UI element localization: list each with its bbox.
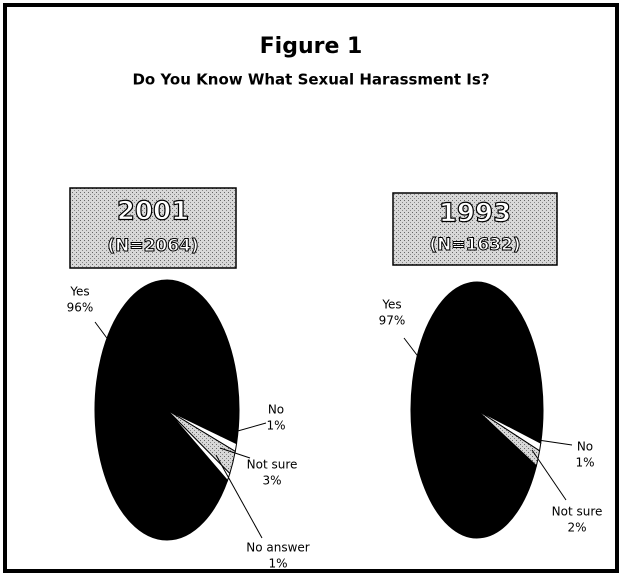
slice-category: Yes bbox=[69, 285, 89, 299]
pie-subtitle: (N=1632) bbox=[429, 235, 520, 255]
slice-value-label: 1% bbox=[266, 419, 285, 433]
leader-line bbox=[219, 447, 251, 459]
leader-line bbox=[215, 454, 263, 539]
leader-line bbox=[219, 422, 267, 437]
leader-line bbox=[531, 449, 567, 501]
slice-category: Not sure bbox=[247, 458, 298, 472]
leader-line bbox=[403, 337, 437, 381]
figure-subtitle: Do You Know What Sexual Harassment Is? bbox=[132, 71, 489, 89]
slice-category: No answer bbox=[246, 541, 310, 555]
slice-value-label: 96% bbox=[67, 301, 94, 315]
year-box bbox=[392, 192, 558, 266]
slice-category: No bbox=[577, 440, 593, 454]
slice-category: Yes bbox=[381, 298, 401, 312]
figure-title: Figure 1 bbox=[260, 34, 363, 59]
slice-category: Not sure bbox=[552, 505, 603, 519]
pie-title: 2001 bbox=[117, 197, 189, 227]
leader-line bbox=[94, 321, 133, 373]
slice-value-label: 1% bbox=[575, 456, 594, 470]
slice-value-label: 97% bbox=[379, 314, 406, 328]
pie-title: 1993 bbox=[439, 199, 511, 229]
year-box bbox=[69, 187, 237, 269]
pie-subtitle: (N=2064) bbox=[107, 236, 198, 256]
leader-line bbox=[537, 439, 573, 446]
slice-value-label: 3% bbox=[262, 474, 281, 488]
slice-value-label: 1% bbox=[268, 557, 287, 571]
slice-category: No bbox=[268, 403, 284, 417]
slice-value-label: 2% bbox=[567, 521, 586, 535]
